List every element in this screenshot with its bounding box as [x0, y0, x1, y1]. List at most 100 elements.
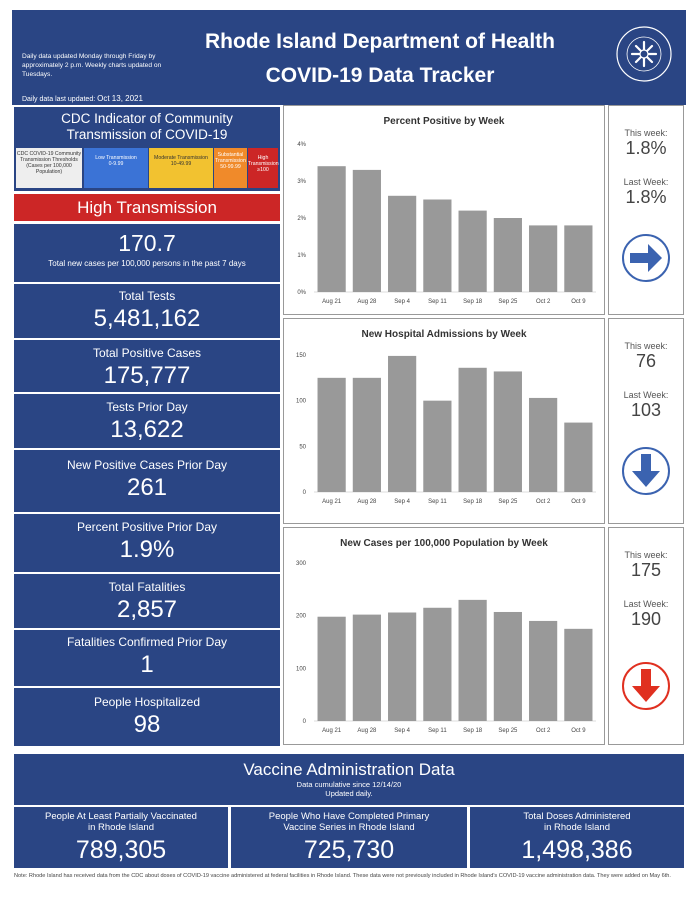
total-doses-value: 1,498,386	[521, 836, 633, 864]
last-updated-value: Oct 13, 2021	[97, 94, 143, 103]
hospital-admissions-chart: New Hospital Admissions by Week 0 50 100 15…	[283, 318, 605, 524]
update-schedule-note: Daily data updated Monday through Friday…	[22, 53, 162, 78]
page-title: Rhode Island Department of Health	[204, 30, 556, 53]
percent-positive-weekly-box: This week: 1.8% Last Week: 1.8%	[608, 105, 684, 315]
x-tick-label: Sep 18	[463, 499, 483, 505]
y-tick-label: 4%	[297, 142, 306, 148]
bar	[423, 199, 452, 292]
y-tick-label: 1%	[297, 253, 306, 259]
percent-positive-prior-day-value: 1.9%	[119, 536, 175, 563]
y-tick-label: 0%	[297, 290, 306, 296]
completed-series-tile: People Who Have Completed Primary Vaccine…	[231, 807, 467, 868]
x-tick-label: Aug 28	[357, 499, 377, 505]
down-arrow-icon	[622, 662, 670, 710]
fatalities-prior-day-label: Fatalities Confirmed Prior Day	[66, 635, 228, 649]
total-positive-value: 175,777	[103, 362, 191, 389]
case-rate-value: 170.7	[118, 230, 176, 256]
bar	[458, 367, 487, 492]
total-doses-tile: Total Doses Administered in Rhode Island …	[470, 807, 684, 868]
y-tick-label: 300	[296, 561, 307, 567]
new-positive-prior-day-tile: New Positive Cases Prior Day 261	[14, 450, 280, 512]
last-week-label: Last Week:	[623, 177, 669, 187]
bar	[317, 377, 346, 492]
legend-high: High Transmission ≥100	[248, 148, 279, 188]
total-fatalities-tile: Total Fatalities 2,857	[14, 574, 280, 628]
legend-low: Low Transmission 0-9.99	[84, 148, 148, 188]
this-week-value: 1.8%	[625, 138, 667, 158]
case-rate-tile: 170.7 Total new cases per 100,000 person…	[14, 224, 280, 282]
hospitalized-tile: People Hospitalized 98	[14, 688, 280, 746]
partially-vaccinated-tile: People At Least Partially Vaccinated in R…	[14, 807, 228, 868]
vaccine-title: Vaccine Administration Data	[243, 760, 455, 779]
tests-prior-day-tile: Tests Prior Day 13,622	[14, 394, 280, 448]
chart-title: New Hospital Admissions by Week	[361, 329, 527, 340]
bar	[564, 628, 593, 721]
bar	[564, 225, 593, 292]
x-tick-label: Sep 4	[394, 728, 410, 734]
new-positive-prior-day-value: 261	[126, 474, 168, 501]
vaccine-header: Vaccine Administration Data Data cumulat…	[14, 754, 684, 805]
vaccine-subtitle: Data cumulative since 12/14/20	[296, 780, 402, 789]
down-arrow-icon	[622, 447, 670, 495]
tests-prior-day-value: 13,622	[110, 416, 184, 443]
y-tick-label: 2%	[297, 216, 306, 222]
partially-vaccinated-value: 789,305	[75, 836, 167, 864]
x-tick-label: Aug 21	[322, 728, 342, 734]
bar	[352, 614, 381, 721]
y-tick-label: 100	[296, 666, 307, 672]
percent-positive-chart-svg: 0% 1% 2% 3% 4% Aug 21 Aug 28 Sep 4 Sep 11 Sep 18 S…	[297, 142, 596, 305]
cdc-indicator-panel: CDC Indicator of Community Transmission …	[14, 107, 280, 191]
y-tick-label: 150	[296, 353, 307, 359]
new-positive-prior-day-label: New Positive Cases Prior Day	[66, 458, 228, 472]
bar	[529, 225, 558, 292]
percent-positive-prior-day-label: Percent Positive Prior Day	[76, 520, 218, 534]
this-week-value: 175	[630, 560, 662, 580]
ri-health-seal-icon	[616, 26, 672, 82]
total-tests-value: 5,481,162	[93, 305, 201, 332]
bar	[388, 195, 417, 292]
bar	[493, 611, 522, 721]
total-positive-tile: Total Positive Cases 175,777	[14, 340, 280, 392]
x-tick-label: Sep 25	[498, 499, 518, 505]
fatalities-prior-day-value: 1	[140, 651, 154, 678]
total-positive-label: Total Positive Cases	[92, 346, 202, 360]
bar	[388, 355, 417, 492]
right-arrow-icon	[622, 234, 670, 282]
y-tick-label: 50	[299, 444, 306, 450]
legend-moderate: Moderate Transmission 10-49.99	[149, 148, 213, 188]
hospital-admissions-chart-svg: 0 50 100 150 Aug 21 Aug 28 Sep 4 Sep 11 Sep 18 Se…	[296, 353, 596, 505]
y-tick-label: 0	[303, 719, 307, 725]
completed-series-label: People Who Have Completed Primary Vaccine…	[268, 811, 430, 833]
legend-thresholds: CDC COVID-19 Community Transmission Thre…	[16, 148, 82, 188]
x-tick-label: Oct 2	[536, 728, 551, 734]
y-tick-label: 100	[296, 399, 307, 405]
x-tick-label: Aug 28	[357, 728, 377, 734]
x-tick-label: Oct 9	[571, 299, 586, 305]
y-tick-label: 3%	[297, 179, 306, 185]
page-header: Daily data updated Monday through Friday…	[12, 10, 686, 105]
partially-vaccinated-label: People At Least Partially Vaccinated in R…	[45, 811, 197, 833]
y-tick-label: 200	[296, 614, 307, 620]
x-tick-label: Sep 4	[394, 299, 410, 305]
bar	[493, 371, 522, 492]
this-week-value: 76	[635, 351, 657, 371]
last-week-label: Last Week:	[623, 390, 669, 400]
case-rate-label: Total new cases per 100,000 persons in t…	[48, 259, 246, 268]
last-week-value: 103	[630, 400, 662, 420]
x-tick-label: Sep 11	[428, 499, 447, 505]
cdc-heading-line2: Transmission of COVID-19	[66, 127, 228, 142]
x-tick-label: Sep 18	[463, 728, 483, 734]
bar	[317, 616, 346, 721]
x-tick-label: Oct 9	[571, 499, 586, 505]
last-week-value: 190	[630, 609, 662, 629]
percent-positive-prior-day-tile: Percent Positive Prior Day 1.9%	[14, 514, 280, 572]
x-tick-label: Sep 25	[498, 728, 518, 734]
cdc-heading-line1: CDC Indicator of Community	[61, 111, 233, 126]
x-tick-label: Sep 4	[394, 499, 410, 505]
last-week-value: 1.8%	[625, 187, 667, 207]
x-tick-label: Sep 18	[463, 299, 483, 305]
x-tick-label: Oct 2	[536, 499, 551, 505]
x-tick-label: Sep 11	[428, 728, 447, 734]
total-fatalities-label: Total Fatalities	[108, 580, 186, 594]
bar	[352, 377, 381, 492]
